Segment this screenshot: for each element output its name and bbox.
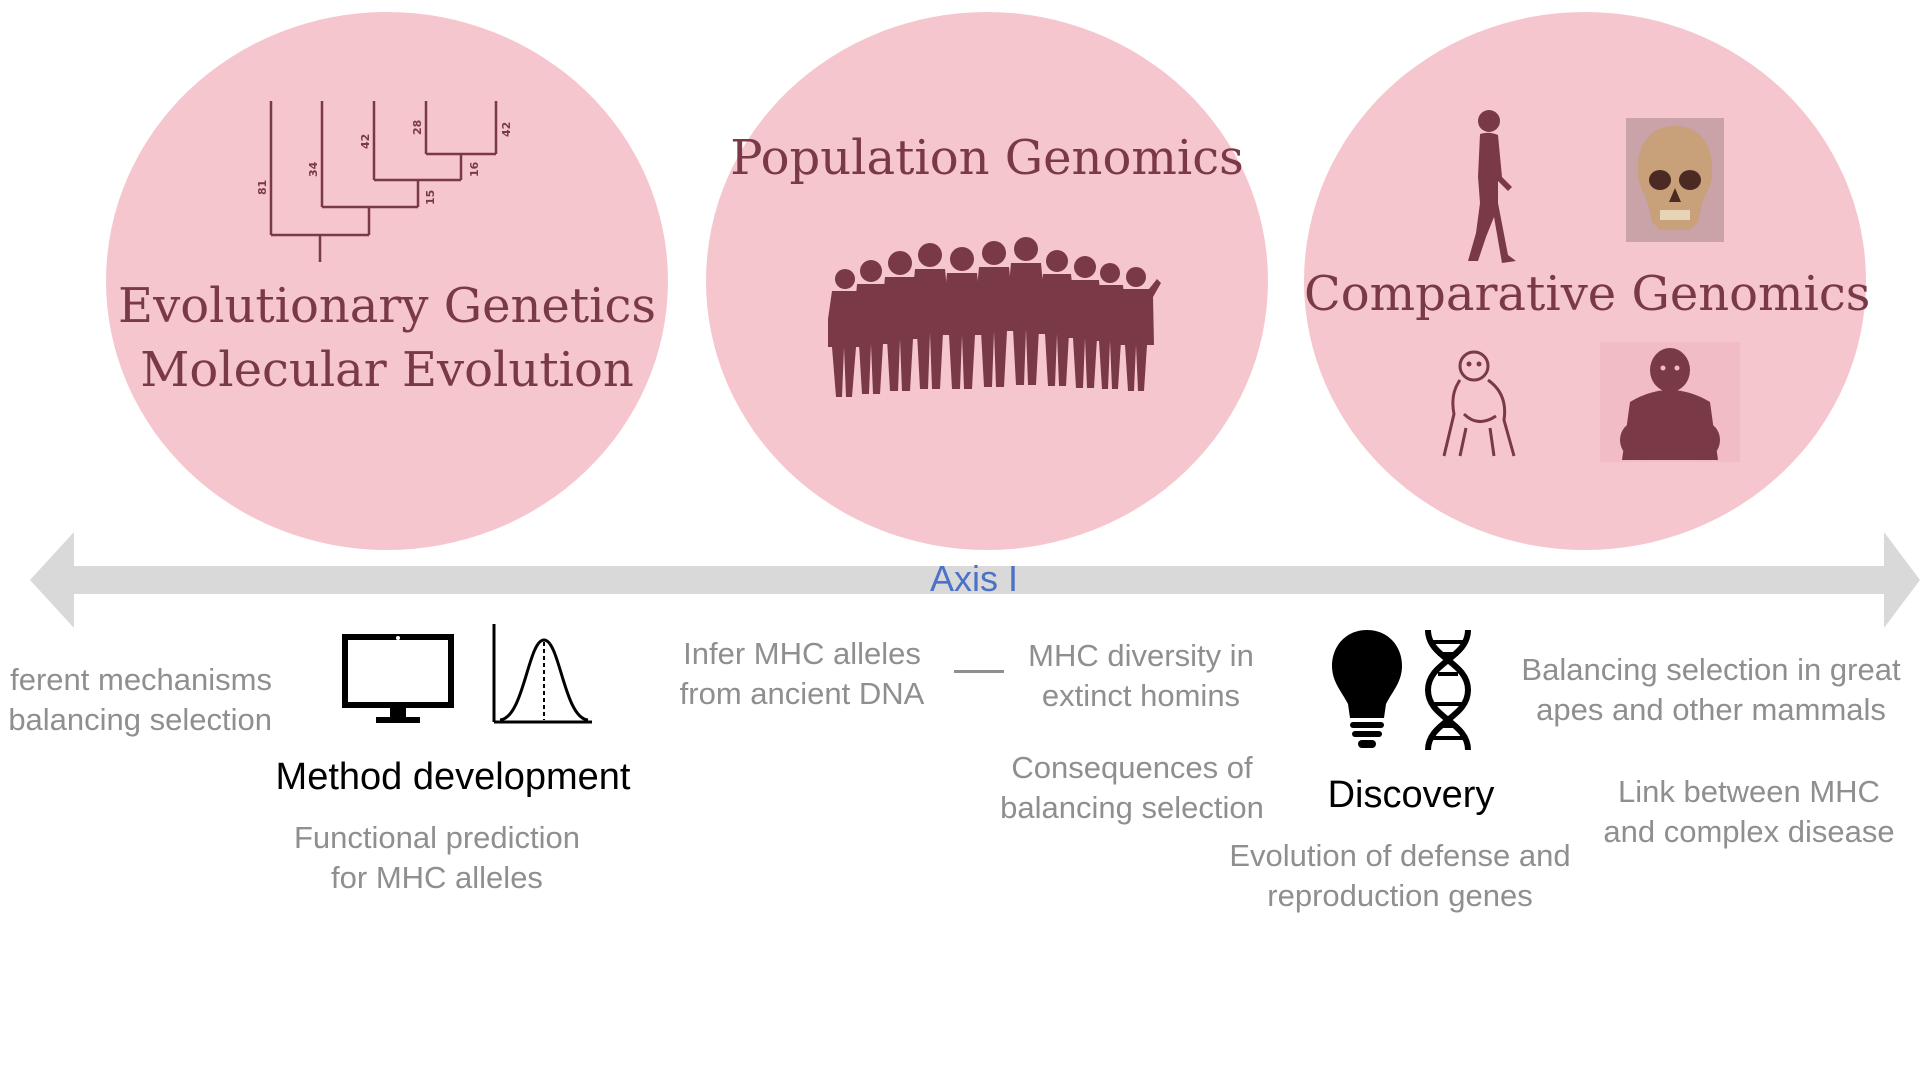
infer-line2: from ancient DNA [679,676,925,711]
comparative-genomics-title: Comparative Genomics [1304,266,1871,322]
crowd-silhouette-icon [828,237,1161,397]
population-genomics-title: Population Genomics [730,130,1244,186]
left-cut-text: ferent mechanisms balancing selection [0,660,272,740]
link-line1: Link between MHC [1618,774,1880,809]
tree-label: 15 [424,190,437,205]
chimpanzee-icon [1442,350,1516,457]
link-line2: and complex disease [1603,814,1895,849]
tree-label: 81 [256,180,269,195]
tree-label: 34 [307,161,320,177]
computer-monitor-icon [342,634,454,723]
left-cut-line2: balancing selection [8,702,272,737]
method-sub-line1: Functional prediction [293,820,581,855]
discovery-title: Discovery [1327,774,1495,816]
skull-icon [1626,118,1724,242]
evolutionary-genetics-title: Evolutionary Genetics [118,278,656,334]
method-development-subtitle: Functional prediction for MHC alleles [250,818,624,898]
tree-label: 16 [468,161,481,177]
mhc-diversity-text: MHC diversity in extinct homins [1010,636,1272,716]
link-mhc-text: Link between MHC and complex disease [1584,772,1914,852]
molecular-evolution-title: Molecular Evolution [140,342,634,398]
discovery-sub-line1: Evolution of defense and [1229,838,1571,873]
discovery-subtitle: Evolution of defense and reproduction ge… [1212,836,1588,916]
discovery-sub-line2: reproduction genes [1267,878,1533,913]
comparative-genomics-circle: Comparative Genomics [1304,12,1871,550]
axis-label: Axis I [930,558,1019,599]
great-apes-line1: Balancing selection in great [1521,652,1901,687]
infer-mhc-text: Infer MHC alleles from ancient DNA [656,634,948,714]
diversity-line2: extinct homins [1041,678,1241,713]
consequences-line2: balancing selection [1000,790,1264,825]
great-apes-line2: apes and other mammals [1536,692,1886,727]
method-development-title: Method development [275,756,631,798]
left-cut-line1: ferent mechanisms [10,662,272,697]
bell-curve-icon [492,624,592,724]
method-sub-line2: for MHC alleles [331,860,543,895]
light-bulb-icon [1332,630,1402,748]
consequences-line1: Consequences of [1011,750,1253,785]
walking-woman-icon [1468,110,1516,263]
infer-line1: Infer MHC alleles [683,636,921,671]
tree-label: 28 [411,120,424,135]
gorilla-icon [1600,342,1740,462]
phylogenetic-tree-icon: 81 34 42 15 28 16 42 [256,101,513,262]
great-apes-text: Balancing selection in great apes and ot… [1506,650,1916,730]
consequences-text: Consequences of balancing selection [980,748,1284,828]
population-genomics-circle: Population Genomics [706,12,1268,550]
connector-dash [954,670,1004,673]
tree-label: 42 [359,134,372,149]
tree-label: 42 [500,122,513,137]
dna-helix-icon [1424,629,1472,751]
diversity-line1: MHC diversity in [1028,638,1254,673]
evolutionary-genetics-circle: 81 34 42 15 28 16 42 Evolutionary Geneti… [106,12,668,550]
